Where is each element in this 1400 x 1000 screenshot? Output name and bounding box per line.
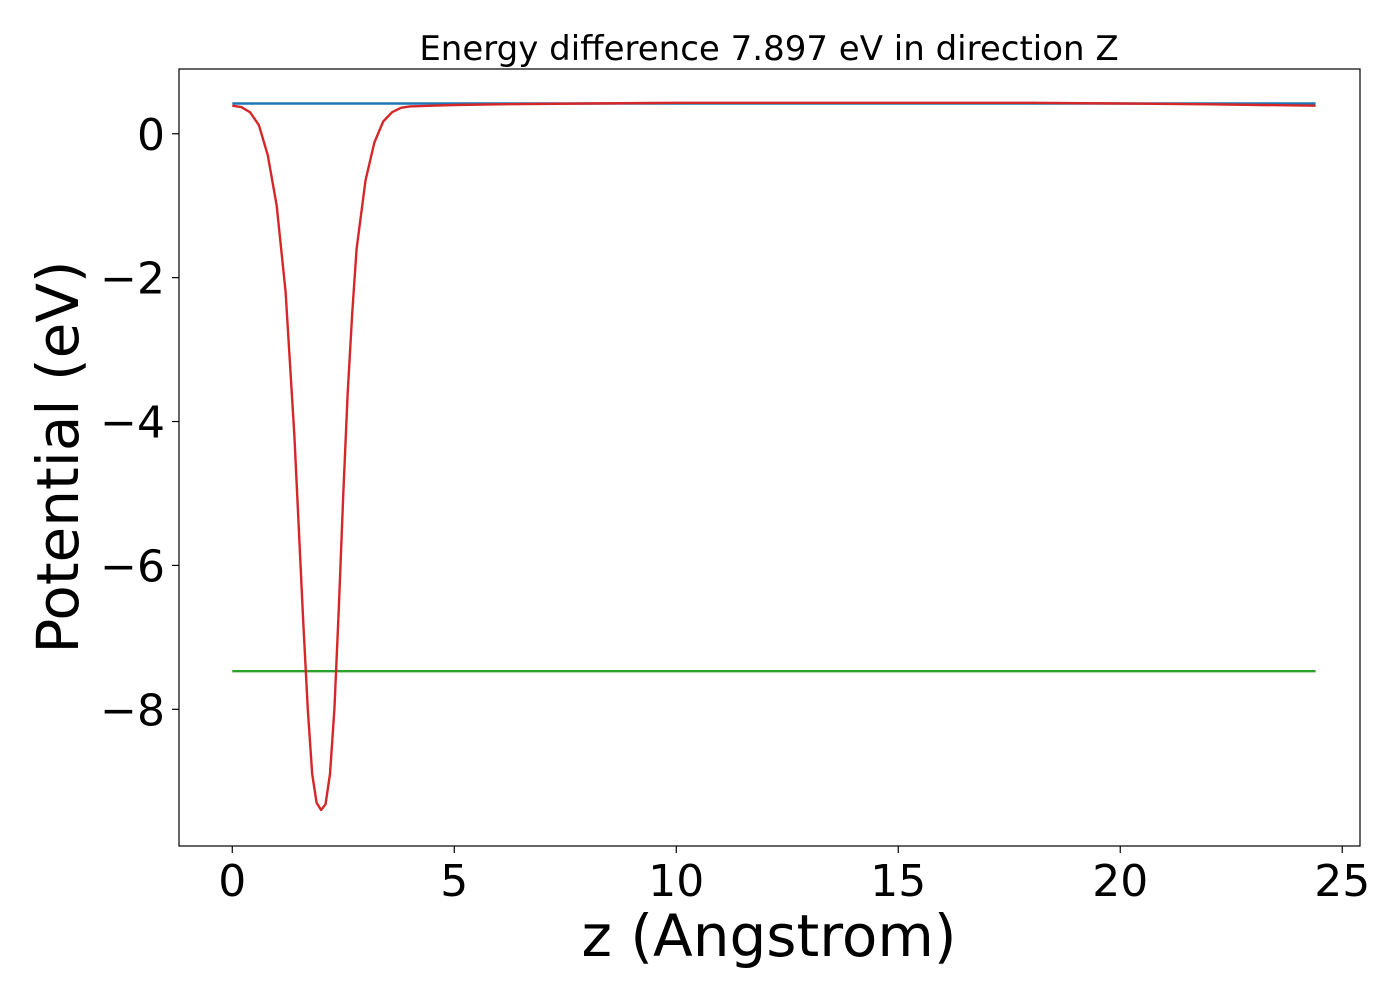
y-axis-label: Potential (eV) xyxy=(24,260,92,653)
y-tick-label: −8 xyxy=(100,685,165,736)
x-tick-label: 5 xyxy=(440,856,468,907)
plot-frame xyxy=(178,68,1361,847)
y-tick-label: −6 xyxy=(100,541,165,592)
x-tick-label: 15 xyxy=(870,856,926,907)
y-tick-label: 0 xyxy=(137,110,165,161)
y-tick-label: −2 xyxy=(100,254,165,305)
x-axis-label: z (Angstrom) xyxy=(582,902,957,970)
x-axis-ticks: 0 5 10 15 20 25 xyxy=(218,846,1370,907)
x-tick-label: 0 xyxy=(218,856,246,907)
series-layer xyxy=(232,101,1316,812)
x-tick-label: 20 xyxy=(1092,856,1148,907)
x-tick-label: 25 xyxy=(1314,856,1370,907)
series-line-3 xyxy=(232,101,1316,812)
y-axis-ticks: 0 −2 −4 −6 −8 xyxy=(100,110,179,736)
x-tick-label: 10 xyxy=(648,856,704,907)
y-tick-label: −4 xyxy=(100,398,165,449)
chart-title: Energy difference 7.897 eV in direction … xyxy=(419,29,1118,69)
